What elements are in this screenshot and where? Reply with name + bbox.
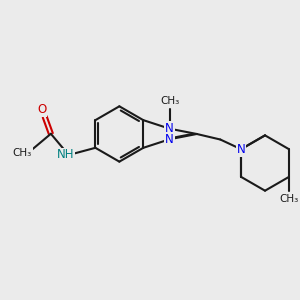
Text: O: O — [37, 103, 46, 116]
Text: N: N — [165, 122, 174, 135]
Text: NH: NH — [56, 148, 74, 161]
Text: CH₃: CH₃ — [13, 148, 32, 158]
Text: N: N — [165, 133, 174, 146]
Text: CH₃: CH₃ — [160, 96, 180, 106]
Text: N: N — [237, 143, 245, 156]
Text: CH₃: CH₃ — [279, 194, 298, 204]
